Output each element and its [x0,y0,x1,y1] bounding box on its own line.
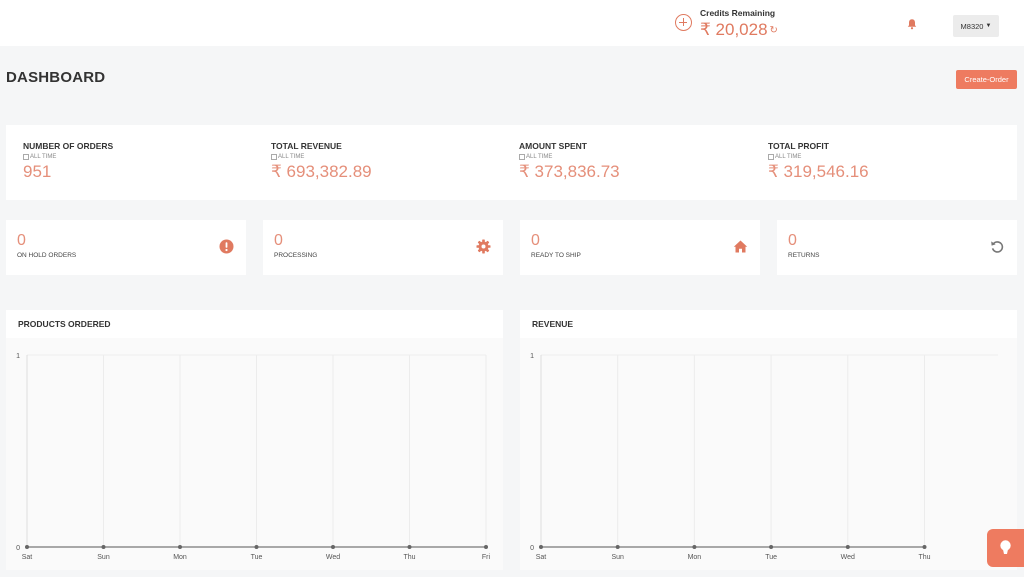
status-card-returns[interactable]: 0 RETURNS [777,220,1017,275]
status-label: RETURNS [788,252,820,259]
refresh-icon[interactable]: ↻ [769,25,778,37]
calendar-icon [768,154,774,160]
calendar-icon [519,154,525,160]
x-tick-label: Wed [326,554,340,561]
x-tick-label: Sun [611,554,624,561]
status-card-ready-to-ship[interactable]: 0 READY TO SHIP [520,220,760,275]
stat-label: TOTAL REVENUE [271,141,342,151]
x-tick-label: Sat [22,554,33,561]
data-point [101,545,106,549]
status-count: 0 [788,232,797,249]
x-tick-label: Mon [173,554,187,561]
status-card-processing[interactable]: 0 PROCESSING [263,220,503,275]
status-count: 0 [17,232,26,249]
help-fab[interactable] [987,529,1024,567]
gear-icon [476,239,491,254]
status-label: ON HOLD ORDERS [17,252,77,259]
plus-circle-icon[interactable] [675,14,692,31]
products-ordered-chart: PRODUCTS ORDERED 0 1 Sat Sun Mon Tue Wed Thu Fri [6,310,503,570]
home-icon [733,240,748,253]
stat-label: TOTAL PROFIT [768,141,829,151]
data-point [845,545,850,549]
stat-amount-spent: AMOUNT SPENT ALL TIME ₹ 373,836.73 [519,141,620,182]
stats-card: NUMBER OF ORDERS ALL TIME 951 TOTAL REVE… [6,125,1017,200]
data-point [484,545,488,549]
x-tick-label: Mon [688,554,702,561]
data-point [254,545,259,549]
stat-value: ₹ 319,546.16 [768,162,869,181]
status-card-on-hold[interactable]: 0 ON HOLD ORDERS [6,220,246,275]
stat-label: NUMBER OF ORDERS [23,141,114,151]
chart-title: REVENUE [532,319,574,329]
x-tick-label: Sat [536,554,547,561]
create-order-button[interactable]: Create-Order [956,70,1017,89]
y-tick-label: 1 [530,353,534,360]
data-point [769,545,774,549]
chart-header: PRODUCTS ORDERED [6,310,503,338]
stat-number-of-orders: NUMBER OF ORDERS ALL TIME 951 [23,141,113,182]
status-label: READY TO SHIP [531,252,581,259]
stat-period: ALL TIME [271,154,372,160]
page-title: DASHBOARD [6,69,106,86]
data-point [407,545,412,549]
data-point [178,545,182,549]
stat-value: ₹ 693,382.89 [271,162,372,181]
revenue-chart: REVENUE 0 1 Sat Sun Mon Tue Wed Thu [520,310,1017,570]
data-point [692,545,697,549]
undo-icon [991,241,1004,253]
stat-value: 951 [23,162,52,181]
credits-label: Credits Remaining [700,8,776,18]
stat-period: ALL TIME [23,154,113,160]
data-point [539,545,543,549]
bell-icon[interactable] [906,18,918,30]
chart-header: REVENUE [520,310,1017,338]
chart-title: PRODUCTS ORDERED [18,319,111,329]
revenue-plot: 0 1 Sat Sun Mon Tue Wed Thu [530,353,998,561]
credits-value: ₹ 20,028 ↻ [700,20,778,40]
x-tick-label: Fri [482,554,491,561]
stat-value: ₹ 373,836.73 [519,162,620,181]
status-count: 0 [274,232,283,249]
user-label: M8320 [960,21,984,31]
calendar-icon [271,154,277,160]
data-point [615,545,620,549]
stat-total-revenue: TOTAL REVENUE ALL TIME ₹ 693,382.89 [271,141,372,182]
x-tick-label: Thu [403,554,415,561]
stat-label: AMOUNT SPENT [519,141,587,151]
caret-down-icon: ▼ [985,23,992,29]
stat-total-profit: TOTAL PROFIT ALL TIME ₹ 319,546.16 [768,141,869,182]
status-label: PROCESSING [274,252,318,259]
calendar-icon [23,154,29,160]
stat-period: ALL TIME [768,154,869,160]
data-point [25,545,29,549]
exclamation-icon [219,239,234,254]
lightbulb-icon [1000,540,1011,554]
x-tick-label: Wed [841,554,855,561]
x-tick-label: Tue [251,554,263,561]
y-tick-label: 0 [530,545,534,552]
data-point [331,545,335,549]
stat-period: ALL TIME [519,154,620,160]
status-count: 0 [531,232,540,249]
top-bar: Credits Remaining ₹ 20,028 ↻ M8320 ▼ [0,0,1024,46]
products-ordered-plot: 0 1 Sat Sun Mon Tue Wed Thu Fri [16,353,491,561]
data-point [922,545,927,549]
user-menu-button[interactable]: M8320 ▼ [953,15,999,37]
x-tick-label: Thu [918,554,930,561]
credits-amount: ₹ 20,028 [700,20,768,39]
y-tick-label: 0 [16,545,20,552]
x-tick-label: Sun [97,554,110,561]
x-tick-label: Tue [765,554,777,561]
y-tick-label: 1 [16,353,20,360]
